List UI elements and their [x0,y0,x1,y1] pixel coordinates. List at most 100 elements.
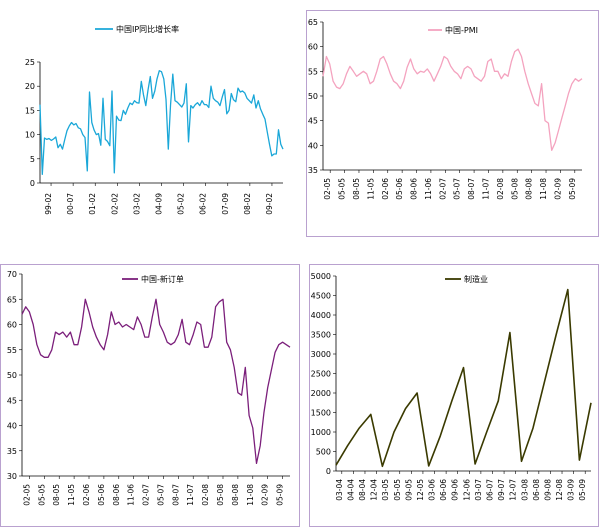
y-tick-label: 45 [7,396,17,405]
y-tick-label: 40 [7,422,17,431]
y-tick-label: 10 [25,131,35,140]
x-tick-label: 03-08 [520,479,529,501]
x-tick-label: 05-08 [216,484,225,506]
x-tick-label: 02-08 [201,484,210,506]
series-line-ip [39,70,284,175]
x-tick-label: 01-02 [88,193,97,215]
x-tick-label: 05-07 [453,178,462,200]
x-tick-label: 02-07 [142,484,151,506]
x-tick-label: 12-05 [416,479,425,501]
y-tick-label: 40 [308,141,318,150]
x-tick-label: 08-08 [525,178,534,200]
x-tick-label: 11-06 [127,484,136,506]
y-tick-label: 15 [25,106,35,115]
legend-label: 中国IP同比增长率 [116,24,179,34]
x-tick-label: 05-08 [510,178,519,200]
x-tick-label: 04-09 [155,193,164,215]
x-tick-label: 06-02 [199,193,208,215]
x-tick-label: 02-06 [82,484,91,506]
x-tick-label: 08-02 [243,193,252,215]
y-tick-label: 5000 [311,272,331,281]
y-tick-label: 500 [316,448,331,457]
y-tick-label: 45 [308,117,318,126]
legend-label: 中国-新订单 [141,274,184,284]
x-tick-label: 99-02 [44,193,53,215]
new-orders-chart-svg: 30 35 40 45 50 55 60 65 70 02-05 05-05 08-05 11-05 02… [0,264,300,527]
x-tick-label: 05-05 [393,479,402,501]
x-tick-label: 03-05 [381,479,390,501]
ip-chart-svg: 0 5 10 15 20 25 99-02 00-07 01-02 02-02 03-02 04-09… [25,24,284,215]
x-tick-label: 07-09 [221,193,230,215]
x-tick-label: 09-06 [451,479,460,501]
y-tick-label: 50 [308,92,318,101]
x-tick-label: 02-08 [496,178,505,200]
y-tick-label: 55 [7,346,17,355]
series-line-mfg [335,288,592,468]
x-tick-label: 00-07 [66,193,75,215]
x-tick-label: 09-02 [265,193,274,215]
y-tick-label: 0 [30,179,35,188]
y-tick-label: 2000 [311,389,331,398]
x-tick-label: 12-07 [509,479,518,501]
y-tick-label: 3000 [311,350,331,359]
x-tick-label: 04-04 [346,479,355,501]
x-tick-label: 08-08 [231,484,240,506]
y-tick-label: 35 [7,447,17,456]
y-tick-label: 65 [308,18,318,27]
x-tick-label: 02-09 [553,178,562,200]
y-tick-label: 30 [7,472,17,481]
ip-chart: 0 5 10 15 20 25 99-02 00-07 01-02 02-02 03-02 04-09… [0,5,300,245]
x-tick-label: 08-04 [358,479,367,501]
x-tick-label: 02-09 [261,484,270,506]
y-tick-label: 0 [326,467,331,476]
x-tick-label: 05-07 [156,484,165,506]
x-tick-label: 06-07 [485,479,494,501]
chart-frame [306,10,599,237]
x-tick-label: 12-06 [462,479,471,501]
y-tick-label: 4500 [311,292,331,301]
x-tick-label: 11-06 [424,178,433,200]
x-tick-label: 08-05 [352,178,361,200]
y-tick-label: 20 [25,82,35,91]
x-tick-label: 11-05 [366,178,375,200]
pmi-chart: 35 40 45 50 55 60 65 02-05 05-05 08-05 11-05 02-06 0… [306,10,599,237]
y-tick-label: 60 [7,321,17,330]
x-tick-label: 05-09 [568,178,577,200]
x-tick-label: 03-07 [474,479,483,501]
legend-label: 中国-PMI [445,25,478,35]
y-tick-label: 25 [25,58,35,67]
x-tick-label: 05-06 [395,178,404,200]
manufacturing-chart-svg: 0 500 1000 1500 2000 2500 3000 3500 4000 4500 5000… [309,264,599,527]
y-tick-label: 60 [308,43,318,52]
y-tick-label: 5 [30,155,35,164]
y-tick-label: 70 [7,270,17,279]
x-tick-label: 12-08 [555,479,564,501]
x-tick-label: 05-05 [37,484,46,506]
x-tick-label: 11-08 [539,178,548,200]
y-tick-label: 2500 [311,370,331,379]
x-tick-label: 08-06 [410,178,419,200]
y-tick-label: 3500 [311,331,331,340]
x-tick-label: 08-07 [171,484,180,506]
x-tick-label: 05-06 [97,484,106,506]
x-tick-label: 08-07 [467,178,476,200]
x-tick-label: 02-02 [110,193,119,215]
y-tick-label: 1500 [311,409,331,418]
x-tick-label: 09-08 [543,479,552,501]
x-tick-label: 09-07 [497,479,506,501]
x-tick-label: 09-05 [404,479,413,501]
x-tick-label: 02-05 [22,484,31,506]
x-tick-label: 08-05 [52,484,61,506]
x-tick-label: 12-04 [370,479,379,501]
x-tick-label: 08-06 [112,484,121,506]
pmi-chart-svg: 35 40 45 50 55 60 65 02-05 05-05 08-05 11-05 02-06 0… [306,10,599,237]
y-tick-label: 55 [308,67,318,76]
new-orders-chart: 30 35 40 45 50 55 60 65 70 02-05 05-05 08-05 11-05 02… [0,264,300,527]
y-tick-label: 1000 [311,428,331,437]
x-tick-label: 05-05 [338,178,347,200]
x-tick-label: 02-06 [381,178,390,200]
y-tick-label: 65 [7,295,17,304]
x-tick-label: 03-09 [567,479,576,501]
x-tick-label: 05-09 [276,484,285,506]
x-tick-label: 11-07 [186,484,195,506]
